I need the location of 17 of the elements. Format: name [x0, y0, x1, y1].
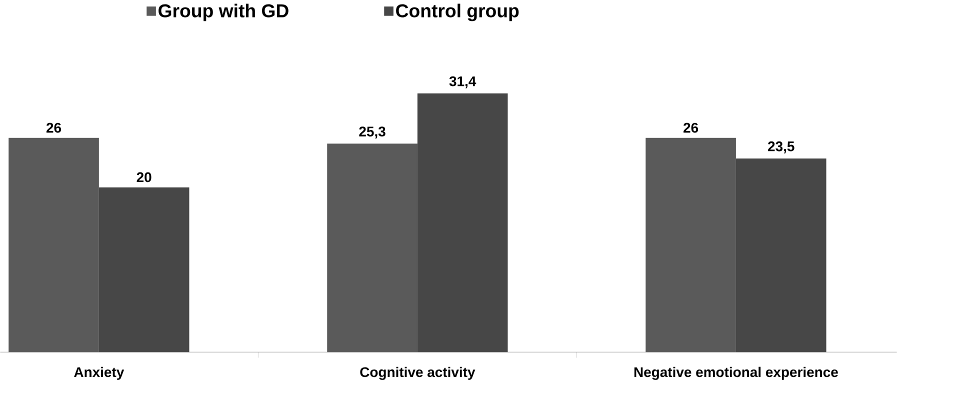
- data-label: 25,3: [359, 126, 386, 138]
- bar: [8, 138, 99, 352]
- legend-label: Control group: [396, 4, 519, 21]
- bar: [736, 158, 826, 352]
- data-label: 23,5: [768, 141, 794, 154]
- bar: [327, 143, 418, 352]
- bar: [646, 138, 736, 352]
- bar: [417, 93, 508, 352]
- data-label: 20: [136, 172, 152, 182]
- x-tick-label: Anxiety: [74, 366, 124, 380]
- bar: [98, 187, 190, 352]
- data-label: 26: [46, 122, 62, 133]
- x-tick-label: Cognitive activity: [360, 366, 476, 380]
- data-label: 26: [684, 122, 698, 133]
- x-tick-label: Negative emotional experience: [634, 366, 838, 380]
- data-label: 31,4: [449, 76, 476, 88]
- legend-label: Group with GD: [158, 4, 288, 21]
